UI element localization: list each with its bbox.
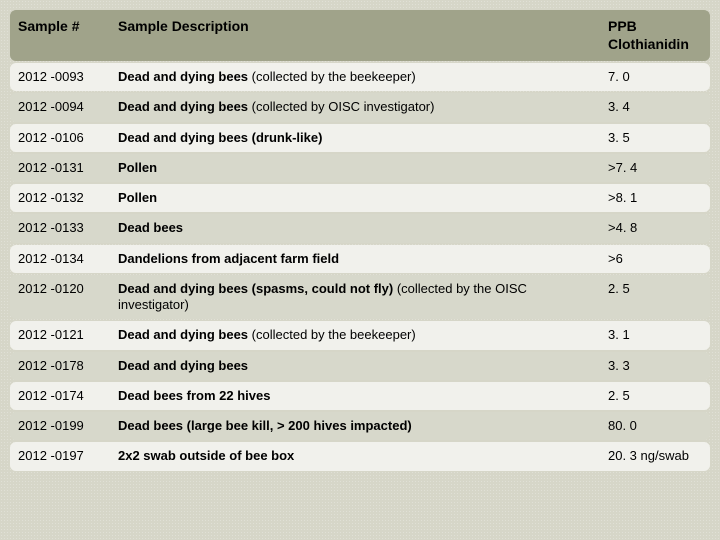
table-row: 2012 -0199 Dead bees (large bee kill, > 2… <box>10 412 710 440</box>
cell-desc: Dead bees (large bee kill, > 200 hives i… <box>110 412 600 440</box>
desc-paren: (collected by the beekeeper) <box>248 327 416 342</box>
cell-sample: 2012 -0132 <box>10 184 110 212</box>
table-row: 2012 -0132 Pollen >8. 1 <box>10 184 710 212</box>
desc-bold: Dandelions from adjacent farm field <box>118 251 339 266</box>
desc-bold: Pollen <box>118 190 157 205</box>
table-row: 2012 -0178 Dead and dying bees 3. 3 <box>10 352 710 380</box>
table-row: 2012 -0174 Dead bees from 22 hives 2. 5 <box>10 382 710 410</box>
cell-desc: Dead and dying bees <box>110 352 600 380</box>
table-row: 2012 -0131 Pollen >7. 4 <box>10 154 710 182</box>
cell-sample: 2012 -0121 <box>10 321 110 349</box>
cell-sample: 2012 -0133 <box>10 214 110 242</box>
cell-ppb: 2. 5 <box>600 275 710 320</box>
cell-sample: 2012 -0199 <box>10 412 110 440</box>
cell-sample: 2012 -0197 <box>10 442 110 470</box>
cell-ppb: >7. 4 <box>600 154 710 182</box>
desc-bold: Dead bees from 22 hives <box>118 388 270 403</box>
cell-desc: Dead and dying bees (drunk-like) <box>110 124 600 152</box>
table-row: 2012 -0197 2x2 swab outside of bee box 20.… <box>10 442 710 470</box>
cell-ppb: 7. 0 <box>600 63 710 91</box>
desc-bold: 2x2 swab outside of bee box <box>118 448 294 463</box>
samples-table: Sample # Sample Description PPB Clothian… <box>10 8 710 473</box>
cell-ppb: >8. 1 <box>600 184 710 212</box>
desc-bold: Dead and dying bees <box>118 69 248 84</box>
table-row: 2012 -0120 Dead and dying bees (spasms, c… <box>10 275 710 320</box>
cell-ppb: 80. 0 <box>600 412 710 440</box>
col-header-sample: Sample # <box>10 10 110 61</box>
table-row: 2012 -0133 Dead bees >4. 8 <box>10 214 710 242</box>
cell-sample: 2012 -0134 <box>10 245 110 273</box>
col-header-ppb: PPB Clothianidin <box>600 10 710 61</box>
desc-bold: Pollen <box>118 160 157 175</box>
cell-ppb: 3. 5 <box>600 124 710 152</box>
cell-desc: 2x2 swab outside of bee box <box>110 442 600 470</box>
desc-bold: Dead and dying bees (spasms, could not f… <box>118 281 393 296</box>
table-row: 2012 -0134 Dandelions from adjacent farm … <box>10 245 710 273</box>
table-row: 2012 -0121Dead and dying bees (collected… <box>10 321 710 349</box>
cell-desc: Pollen <box>110 184 600 212</box>
desc-bold: Dead and dying bees <box>118 327 248 342</box>
desc-bold: Dead and dying bees <box>118 358 248 373</box>
cell-sample: 2012 -0106 <box>10 124 110 152</box>
cell-desc: Dead bees from 22 hives <box>110 382 600 410</box>
desc-bold: Dead bees <box>118 220 183 235</box>
table-body: 2012 -0093Dead and dying bees (collected… <box>10 63 710 471</box>
cell-desc: Dandelions from adjacent farm field <box>110 245 600 273</box>
cell-ppb: >6 <box>600 245 710 273</box>
cell-ppb: 3. 4 <box>600 93 710 121</box>
table-row: 2012 -0106 Dead and dying bees (drunk-lik… <box>10 124 710 152</box>
cell-sample: 2012 -0174 <box>10 382 110 410</box>
cell-desc: Dead and dying bees (spasms, could not f… <box>110 275 600 320</box>
desc-bold: Dead and dying bees (drunk-like) <box>118 130 322 145</box>
cell-desc: Pollen <box>110 154 600 182</box>
cell-desc: Dead bees <box>110 214 600 242</box>
cell-sample: 2012 -0131 <box>10 154 110 182</box>
cell-desc: Dead and dying bees (collected by OISC i… <box>110 93 600 121</box>
cell-ppb: >4. 8 <box>600 214 710 242</box>
desc-paren: (collected by the beekeeper) <box>248 69 416 84</box>
desc-bold: Dead and dying bees <box>118 99 248 114</box>
cell-desc: Dead and dying bees (collected by the be… <box>110 63 600 91</box>
cell-ppb: 3. 1 <box>600 321 710 349</box>
cell-sample: 2012 -0093 <box>10 63 110 91</box>
cell-ppb: 20. 3 ng/swab <box>600 442 710 470</box>
cell-ppb: 3. 3 <box>600 352 710 380</box>
cell-ppb: 2. 5 <box>600 382 710 410</box>
cell-sample: 2012 -0094 <box>10 93 110 121</box>
cell-desc: Dead and dying bees (collected by the be… <box>110 321 600 349</box>
desc-paren: (collected by OISC investigator) <box>248 99 434 114</box>
table-row: 2012 -0093Dead and dying bees (collected… <box>10 63 710 91</box>
col-header-desc: Sample Description <box>110 10 600 61</box>
cell-sample: 2012 -0120 <box>10 275 110 320</box>
desc-bold: Dead bees (large bee kill, > 200 hives i… <box>118 418 412 433</box>
table-header-row: Sample # Sample Description PPB Clothian… <box>10 10 710 61</box>
cell-sample: 2012 -0178 <box>10 352 110 380</box>
table-row: 2012 -0094Dead and dying bees (collected… <box>10 93 710 121</box>
